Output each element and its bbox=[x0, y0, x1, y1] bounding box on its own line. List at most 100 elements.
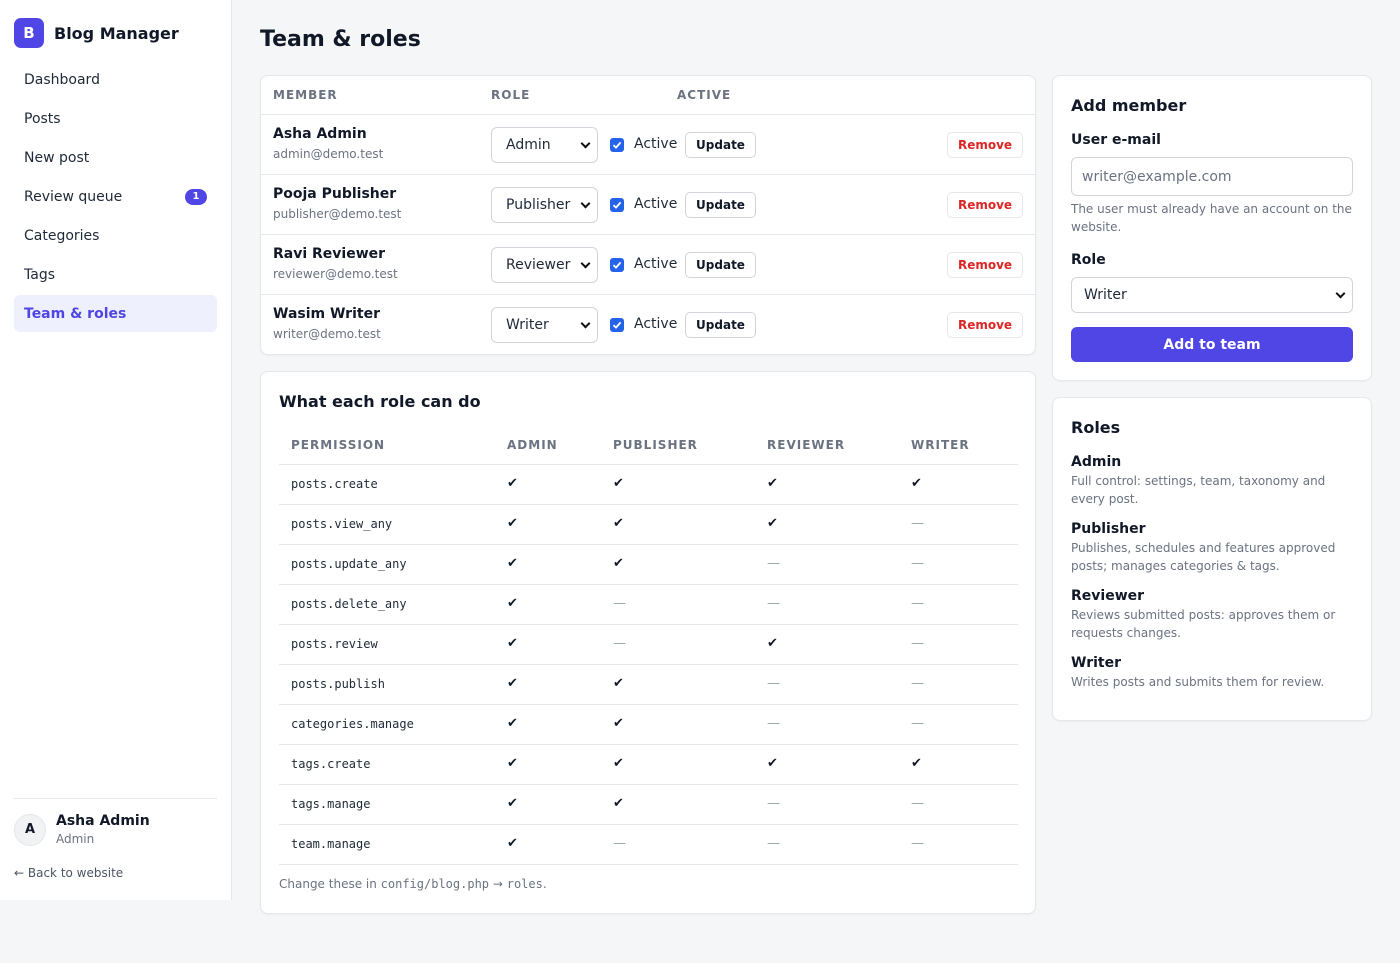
member-email: writer@demo.test bbox=[273, 327, 381, 341]
update-button[interactable]: Update bbox=[685, 312, 756, 338]
column-header-publisher: PUBLISHER bbox=[613, 438, 698, 452]
role-reviewer: Reviewer Reviews submitted posts: approv… bbox=[1071, 588, 1361, 642]
checkmark-icon bbox=[612, 261, 622, 269]
member-email: publisher@demo.test bbox=[273, 207, 402, 221]
sidebar-item-label: Posts bbox=[24, 110, 61, 127]
sidebar-item-tags[interactable]: Tags bbox=[14, 256, 217, 293]
publisher-permission-yes: ✔ bbox=[613, 476, 624, 491]
writer-permission-no: — bbox=[911, 636, 924, 651]
member-role-select[interactable]: Admin bbox=[491, 127, 598, 163]
role-description: Full control: settings, team, taxonomy a… bbox=[1071, 474, 1326, 506]
email-label: User e-mail bbox=[1071, 132, 1161, 148]
brand-logo: B bbox=[14, 18, 44, 48]
reviewer-permission-yes: ✔ bbox=[767, 476, 778, 491]
member-role-select[interactable]: Publisher bbox=[491, 187, 598, 223]
table-row: posts.update_any ✔ ✔ — — bbox=[279, 545, 1018, 585]
active-checkbox[interactable] bbox=[610, 138, 624, 152]
active-checkbox[interactable] bbox=[610, 318, 624, 332]
update-button[interactable]: Update bbox=[685, 252, 756, 278]
add-to-team-button[interactable]: Add to team bbox=[1071, 327, 1353, 362]
chevron-down-icon bbox=[1335, 288, 1346, 298]
permission-name: posts.publish bbox=[291, 677, 385, 691]
add-member-card: Add member User e-mail The user must alr… bbox=[1052, 75, 1372, 381]
permission-name: tags.create bbox=[291, 757, 371, 771]
add-member-role-select[interactable]: Writer bbox=[1071, 277, 1353, 313]
admin-permission-yes: ✔ bbox=[507, 796, 518, 811]
permissions-table-header: PERMISSION ADMIN PUBLISHER REVIEWER WRIT… bbox=[279, 427, 1018, 465]
role-admin: Admin Full control: settings, team, taxo… bbox=[1071, 454, 1361, 508]
role-description: Reviews submitted posts: approves them o… bbox=[1071, 608, 1336, 640]
publisher-permission-yes: ✔ bbox=[613, 676, 624, 691]
sidebar-item-team-roles[interactable]: Team & roles bbox=[14, 295, 217, 332]
publisher-permission-yes: ✔ bbox=[613, 556, 624, 571]
avatar: A bbox=[14, 813, 46, 846]
update-button[interactable]: Update bbox=[685, 132, 756, 158]
table-row: posts.review ✔ — ✔ — bbox=[279, 625, 1018, 665]
remove-button[interactable]: Remove bbox=[947, 252, 1023, 278]
permission-name: posts.delete_any bbox=[291, 597, 407, 611]
table-row: tags.manage ✔ ✔ — — bbox=[279, 785, 1018, 825]
current-user-name: Asha Admin bbox=[56, 813, 150, 829]
sidebar-item-review-queue[interactable]: Review queue 1 bbox=[14, 178, 217, 215]
selected-role: Writer bbox=[1084, 287, 1127, 303]
table-row: categories.manage ✔ ✔ — — bbox=[279, 705, 1018, 745]
table-row: posts.create ✔ ✔ ✔ ✔ bbox=[279, 465, 1018, 505]
column-header-role: ROLE bbox=[491, 88, 531, 102]
admin-permission-yes: ✔ bbox=[507, 636, 518, 651]
sidebar-item-new-post[interactable]: New post bbox=[14, 139, 217, 176]
publisher-permission-no: — bbox=[613, 836, 626, 851]
table-row: tags.create ✔ ✔ ✔ ✔ bbox=[279, 745, 1018, 785]
team-members-card: MEMBER ROLE ACTIVE Asha Admin admin@demo.… bbox=[260, 75, 1036, 355]
permission-name: tags.manage bbox=[291, 797, 371, 811]
writer-permission-no: — bbox=[911, 836, 924, 851]
writer-permission-no: — bbox=[911, 796, 924, 811]
checkmark-icon bbox=[612, 321, 622, 329]
reviewer-permission-no: — bbox=[767, 556, 780, 571]
sidebar-item-label: Categories bbox=[24, 227, 100, 244]
admin-permission-yes: ✔ bbox=[507, 516, 518, 531]
role-publisher: Publisher Publishes, schedules and featu… bbox=[1071, 521, 1361, 575]
email-hint: The user must already have an account on… bbox=[1071, 202, 1352, 234]
sidebar-item-label: Team & roles bbox=[24, 305, 127, 322]
writer-permission-no: — bbox=[911, 716, 924, 731]
active-checkbox[interactable] bbox=[610, 198, 624, 212]
email-field[interactable] bbox=[1071, 157, 1353, 196]
sidebar-item-categories[interactable]: Categories bbox=[14, 217, 217, 254]
brand[interactable]: B Blog Manager bbox=[14, 18, 179, 48]
chevron-down-icon bbox=[580, 138, 591, 148]
update-button[interactable]: Update bbox=[685, 192, 756, 218]
remove-button[interactable]: Remove bbox=[947, 132, 1023, 158]
table-row: Asha Admin admin@demo.test Admin Active Upda… bbox=[261, 115, 1035, 175]
writer-permission-yes: ✔ bbox=[911, 756, 922, 771]
writer-permission-no: — bbox=[911, 596, 924, 611]
admin-permission-yes: ✔ bbox=[507, 756, 518, 771]
permissions-config-note: Change these in config/blog.php → roles. bbox=[279, 877, 547, 891]
table-row: posts.publish ✔ ✔ — — bbox=[279, 665, 1018, 705]
role-description: Writes posts and submits them for review… bbox=[1071, 675, 1325, 689]
selected-role: Writer bbox=[506, 317, 549, 333]
active-checkbox[interactable] bbox=[610, 258, 624, 272]
sidebar-item-label: Dashboard bbox=[24, 71, 100, 88]
table-row: Ravi Reviewer reviewer@demo.test Reviewer A… bbox=[261, 235, 1035, 295]
admin-permission-yes: ✔ bbox=[507, 596, 518, 611]
publisher-permission-no: — bbox=[613, 596, 626, 611]
writer-permission-no: — bbox=[911, 556, 924, 571]
back-to-website-link[interactable]: ← Back to website bbox=[14, 866, 124, 880]
config-path: config/blog.php bbox=[380, 877, 490, 891]
sidebar-nav: Dashboard Posts New post Review queue 1 C… bbox=[14, 61, 217, 334]
role-label: Role bbox=[1071, 252, 1106, 268]
member-name: Asha Admin bbox=[273, 126, 367, 142]
remove-button[interactable]: Remove bbox=[947, 192, 1023, 218]
table-row: Wasim Writer writer@demo.test Writer Active… bbox=[261, 295, 1035, 355]
sidebar-item-dashboard[interactable]: Dashboard bbox=[14, 61, 217, 98]
sidebar-item-posts[interactable]: Posts bbox=[14, 100, 217, 137]
remove-button[interactable]: Remove bbox=[947, 312, 1023, 338]
brand-name: Blog Manager bbox=[54, 23, 179, 43]
sidebar: B Blog Manager Dashboard Posts New post … bbox=[0, 0, 232, 900]
permissions-table: PERMISSION ADMIN PUBLISHER REVIEWER WRIT… bbox=[279, 427, 1018, 865]
member-role-select[interactable]: Reviewer bbox=[491, 247, 598, 283]
member-role-select[interactable]: Writer bbox=[491, 307, 598, 343]
team-table-header: MEMBER ROLE ACTIVE bbox=[261, 76, 1035, 115]
column-header-writer: WRITER bbox=[911, 438, 970, 452]
active-label: Active bbox=[634, 196, 678, 212]
